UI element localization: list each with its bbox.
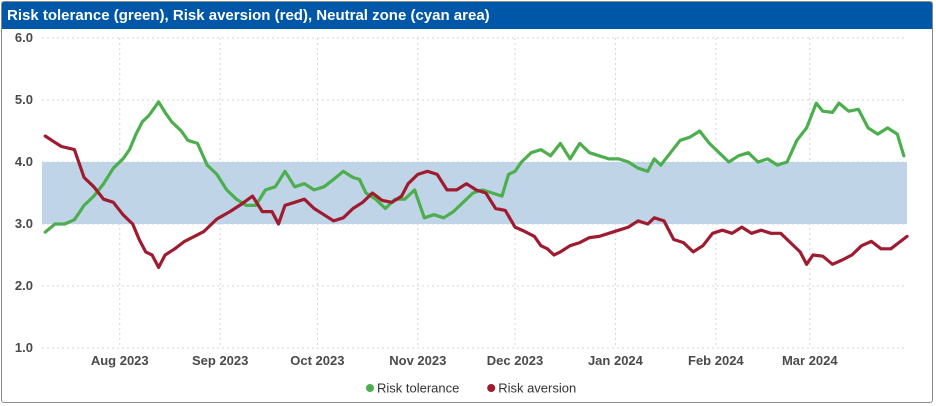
x-tick-label: Mar 2024 <box>782 353 838 368</box>
x-axis-ticks: Aug 2023 Sep 2023 Oct 2023 Nov 2023 Dec 2023… <box>91 353 839 368</box>
risk-aversion-line <box>43 134 909 269</box>
risk-aversion-legend-marker <box>487 384 496 392</box>
y-tick-label: 3.0 <box>15 216 33 231</box>
risk-tolerance-legend-label: Risk tolerance <box>377 381 459 396</box>
series-lines <box>43 100 909 269</box>
x-tick-label: Jan 2024 <box>588 353 644 368</box>
y-tick-label: 4.0 <box>15 154 33 169</box>
risk-tolerance-legend-marker <box>366 384 374 392</box>
chart-title: Risk tolerance (green), Risk aversion (r… <box>2 2 932 29</box>
x-tick-label: Dec 2023 <box>487 353 543 368</box>
y-tick-label: 2.0 <box>15 278 33 293</box>
x-tick-label: Oct 2023 <box>290 353 344 368</box>
y-axis-ticks: 1.0 2.0 3.0 4.0 5.0 6.0 <box>15 30 33 355</box>
risk-tolerance-line <box>43 100 906 234</box>
x-tick-label: Aug 2023 <box>91 353 149 368</box>
x-tick-label: Sep 2023 <box>192 353 248 368</box>
x-tick-label: Feb 2024 <box>688 353 744 368</box>
risk-aversion-legend-label: Risk aversion <box>498 381 576 396</box>
x-tick-label: Nov 2023 <box>389 353 446 368</box>
legend: Risk tolerance Risk aversion <box>366 381 576 396</box>
y-tick-label: 6.0 <box>15 30 33 45</box>
y-tick-label: 1.0 <box>15 340 33 355</box>
y-tick-label: 5.0 <box>15 92 33 107</box>
